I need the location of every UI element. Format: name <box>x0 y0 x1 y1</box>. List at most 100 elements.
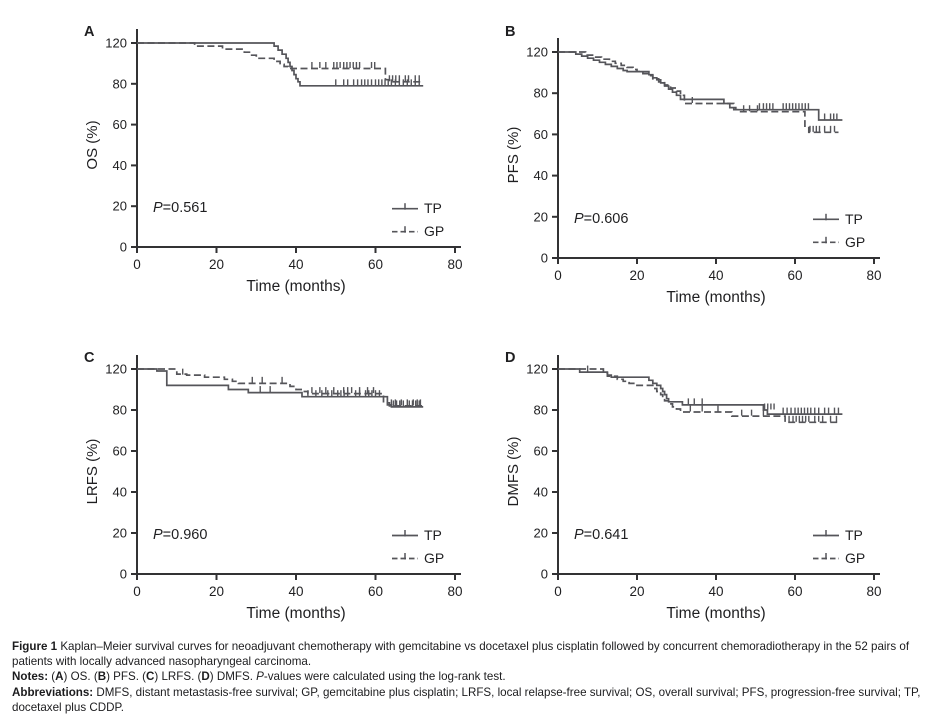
legend-item-tp: TP <box>392 200 442 216</box>
legend-item-gp: GP <box>392 550 444 566</box>
y-axis-title: OS (%) <box>84 120 101 169</box>
km-curve-gp <box>558 368 839 424</box>
caption-italic-run: P <box>256 670 264 684</box>
legend-label: GP <box>424 223 444 239</box>
y-tick-label: 0 <box>541 567 548 582</box>
x-tick-label: 80 <box>447 257 462 272</box>
x-tick-label: 60 <box>368 584 383 599</box>
caption-paragraph-3: Abbreviations: DMFS, distant metastasis-… <box>12 685 942 715</box>
y-tick-label: 80 <box>113 76 127 91</box>
x-tick-label: 40 <box>708 584 723 599</box>
y-tick-label: 120 <box>105 362 127 377</box>
y-tick-label: 80 <box>113 403 127 418</box>
x-tick-label: 40 <box>288 584 303 599</box>
panel-label-C: C <box>84 350 95 366</box>
caption-paragraph-2: Notes: (A) OS. (B) PFS. (C) LRFS. (D) DM… <box>12 669 942 684</box>
panel-label-A: A <box>84 24 95 40</box>
caption-bold-run: D <box>201 670 210 684</box>
caption-text-run: ) LRFS. ( <box>154 670 202 684</box>
x-tick-label: 0 <box>133 257 141 272</box>
caption-paragraph-1: Figure 1 Kaplan–Meier survival curves fo… <box>12 639 942 669</box>
y-tick-label: 80 <box>534 403 548 418</box>
y-axis-title: LRFS (%) <box>84 439 101 505</box>
y-tick-label: 40 <box>113 485 127 500</box>
legend-item-gp: GP <box>392 223 444 239</box>
x-tick-label: 80 <box>866 584 881 599</box>
legend-item-gp: GP <box>813 550 865 566</box>
y-tick-label: 40 <box>534 485 548 500</box>
caption-text-run: ( <box>51 670 56 684</box>
y-tick-label: 80 <box>534 86 548 101</box>
x-tick-label: 80 <box>866 268 881 283</box>
y-tick-label: 120 <box>105 36 127 51</box>
x-tick-label: 20 <box>629 584 644 599</box>
caption-text-run: -values were calculated using the log-ra… <box>263 670 506 684</box>
y-tick-label: 60 <box>113 117 127 132</box>
y-tick-label: 60 <box>113 444 127 459</box>
legend-item-tp: TP <box>813 527 863 543</box>
caption-bold-run: Figure 1 <box>12 640 61 653</box>
x-tick-label: 60 <box>368 257 383 272</box>
p-value: P=0.561 <box>153 200 207 216</box>
km-curve-gp <box>137 368 424 407</box>
x-axis-title: Time (months) <box>246 278 345 295</box>
caption-text-run: Kaplan–Meier survival curves for neoadju… <box>12 640 910 669</box>
legend-label: TP <box>424 200 442 216</box>
x-tick-label: 20 <box>209 584 224 599</box>
caption-bold-run: A <box>55 670 64 684</box>
km-curve-tp <box>137 368 424 408</box>
x-tick-label: 0 <box>554 584 562 599</box>
caption-bold-run: B <box>97 670 107 684</box>
y-tick-label: 0 <box>120 567 127 582</box>
y-axis-title: DMFS (%) <box>505 437 522 507</box>
x-tick-label: 80 <box>447 584 462 599</box>
y-tick-label: 20 <box>113 526 127 541</box>
legend-label: GP <box>845 234 865 250</box>
caption-text-run: ) PFS. ( <box>106 670 146 684</box>
panel-C: C 0 20 40 60 80 120 0 20 40 60 80 LRFS (%) Time (mont… <box>84 350 463 622</box>
y-axis-title: PFS (%) <box>505 127 522 184</box>
km-curve-gp <box>558 51 839 134</box>
panel-label-D: D <box>505 350 515 366</box>
p-value: P=0.960 <box>153 527 207 543</box>
legend-label: GP <box>424 550 444 566</box>
x-tick-label: 60 <box>787 584 802 599</box>
x-tick-label: 20 <box>629 268 644 283</box>
p-value: P=0.606 <box>574 211 628 227</box>
legend-label: GP <box>845 550 865 566</box>
km-curve-gp <box>137 42 424 83</box>
p-value: P=0.641 <box>574 527 628 543</box>
caption-bold-run: Notes: <box>12 670 52 684</box>
y-tick-label: 60 <box>534 444 548 459</box>
legend-item-tp: TP <box>392 527 442 543</box>
figure-caption: Figure 1 Kaplan–Meier survival curves fo… <box>12 639 942 715</box>
legend-label: TP <box>845 211 863 227</box>
x-tick-label: 60 <box>787 268 802 283</box>
x-tick-label: 0 <box>554 268 562 283</box>
panel-A: A 0 20 40 60 80 120 0 20 40 60 80 OS (%) Time (months… <box>84 24 463 295</box>
x-tick-label: 40 <box>708 268 723 283</box>
x-axis-title: Time (months) <box>666 289 765 306</box>
y-tick-label: 20 <box>534 209 548 224</box>
y-tick-label: 60 <box>534 127 548 142</box>
legend-label: TP <box>424 527 442 543</box>
km-curve-tp <box>137 42 424 87</box>
panel-D: D 0 20 40 60 80 120 0 20 40 60 80 DMFS (%) Time (mont… <box>505 350 882 622</box>
km-curve-tp <box>558 51 843 121</box>
y-tick-label: 20 <box>534 526 548 541</box>
caption-text-run: ) OS. ( <box>63 670 98 684</box>
y-tick-label: 20 <box>113 199 127 214</box>
panel-label-B: B <box>505 24 515 40</box>
caption-text-run: DMFS, distant metastasis-free survival; … <box>12 685 921 714</box>
legend-item-gp: GP <box>813 234 865 250</box>
legend-item-tp: TP <box>813 211 863 227</box>
x-axis-title: Time (months) <box>666 605 765 622</box>
caption-bold-run: Abbreviations: <box>12 685 97 699</box>
caption-bold-run: C <box>146 670 155 684</box>
x-tick-label: 20 <box>209 257 224 272</box>
x-tick-label: 40 <box>288 257 303 272</box>
y-tick-label: 40 <box>534 168 548 183</box>
legend-label: TP <box>845 527 863 543</box>
panel-B: B 0 20 40 60 80 120 0 20 40 60 80 PFS (%) Time (month… <box>505 24 882 306</box>
